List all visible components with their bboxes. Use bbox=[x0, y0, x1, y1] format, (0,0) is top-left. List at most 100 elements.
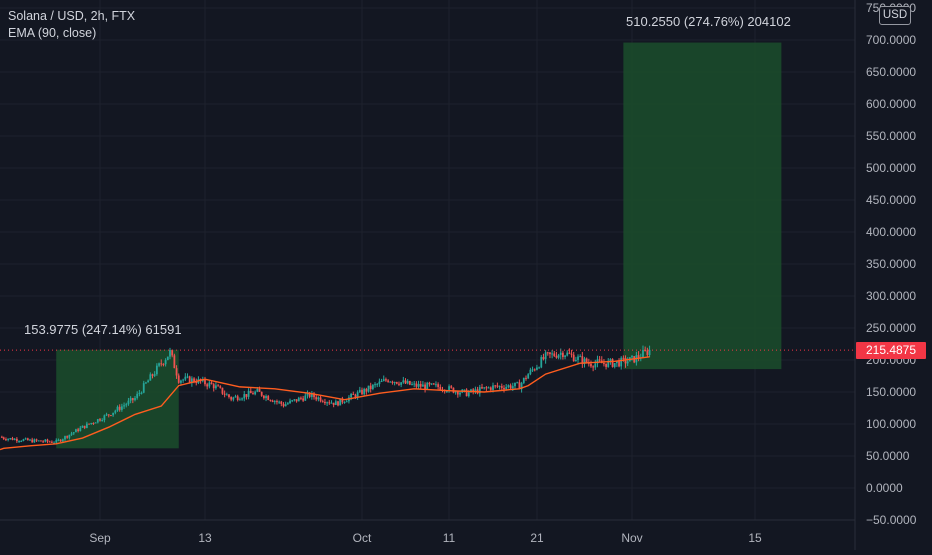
candle-body bbox=[378, 381, 381, 385]
candle-body bbox=[445, 391, 448, 393]
candle-body bbox=[511, 386, 514, 389]
candle-body bbox=[142, 383, 145, 393]
candle-body bbox=[489, 387, 492, 390]
candle-body bbox=[184, 376, 187, 380]
candle-body bbox=[432, 383, 435, 385]
currency-button[interactable]: USD bbox=[879, 6, 911, 25]
candle-body bbox=[393, 382, 396, 384]
candle-body bbox=[525, 377, 527, 379]
candle-body bbox=[345, 401, 348, 403]
candle-body bbox=[522, 377, 525, 383]
candle-body bbox=[369, 385, 372, 390]
candle-body bbox=[297, 397, 300, 402]
candle-body bbox=[262, 395, 265, 399]
candle-body bbox=[230, 397, 233, 400]
candle-body bbox=[221, 387, 224, 394]
symbol-title[interactable]: Solana / USD, 2h, FTX bbox=[8, 9, 136, 23]
candle-body bbox=[127, 400, 130, 405]
candle-body bbox=[295, 399, 298, 402]
price-axis-label: 500.0000 bbox=[866, 161, 916, 175]
candle-body bbox=[254, 391, 257, 395]
candle-body bbox=[492, 385, 494, 390]
candle-body bbox=[114, 410, 117, 413]
candle-body bbox=[485, 387, 488, 389]
candle-body bbox=[642, 350, 644, 358]
candle-body bbox=[219, 386, 222, 388]
candle-body bbox=[50, 441, 53, 443]
price-axis-label: 150.0000 bbox=[866, 385, 916, 399]
candle-body bbox=[483, 387, 486, 389]
time-axis-label: Oct bbox=[353, 531, 372, 545]
candle-body bbox=[334, 401, 337, 406]
candle-body bbox=[609, 359, 612, 361]
candle-body bbox=[470, 389, 472, 393]
candle-body bbox=[313, 393, 315, 398]
long-position-box-1[interactable] bbox=[56, 349, 179, 449]
price-axis-label: 700.0000 bbox=[866, 33, 916, 47]
candle-body bbox=[273, 401, 276, 403]
long-position-box-2[interactable] bbox=[623, 42, 782, 370]
time-axis-label: 11 bbox=[443, 531, 456, 545]
candle-body bbox=[31, 439, 34, 443]
candle-body bbox=[310, 393, 313, 397]
candle-body bbox=[149, 374, 152, 381]
candle-body bbox=[317, 397, 320, 400]
candle-body bbox=[120, 406, 123, 410]
candle-body bbox=[90, 422, 93, 425]
candle-body bbox=[162, 363, 165, 365]
candle-body bbox=[123, 405, 125, 407]
candle-body bbox=[164, 360, 167, 365]
candle-body bbox=[271, 400, 274, 402]
price-axis-label: 50.0000 bbox=[866, 449, 910, 463]
candle-body bbox=[282, 403, 285, 407]
candle-body bbox=[236, 396, 239, 400]
candle-body bbox=[300, 397, 302, 399]
candle-body bbox=[594, 363, 597, 368]
ema-line[interactable] bbox=[0, 356, 650, 451]
candle-body bbox=[304, 395, 307, 401]
candle-body bbox=[337, 401, 339, 406]
candle-body bbox=[234, 396, 237, 398]
chart-legend: Solana / USD, 2h, FTX EMA (90, close) bbox=[8, 8, 135, 42]
candle-body bbox=[225, 394, 228, 396]
candle-body bbox=[365, 388, 368, 392]
candle-body bbox=[61, 439, 64, 442]
candle-body bbox=[562, 352, 564, 357]
candle-body bbox=[37, 440, 40, 442]
candle-body bbox=[328, 402, 331, 404]
candle-body bbox=[145, 382, 147, 384]
candle-body bbox=[210, 382, 213, 385]
candle-body bbox=[153, 374, 156, 376]
candle-body bbox=[404, 380, 407, 384]
candle-body bbox=[518, 382, 521, 390]
candle-body bbox=[188, 376, 191, 384]
candle-body bbox=[278, 401, 281, 403]
candle-body bbox=[463, 389, 466, 391]
candle-body bbox=[110, 415, 112, 417]
candle-body bbox=[417, 384, 420, 387]
candle-body bbox=[140, 392, 143, 394]
candle-body bbox=[581, 356, 584, 365]
candle-body bbox=[158, 363, 160, 366]
candle-body bbox=[583, 358, 586, 365]
candle-body bbox=[603, 363, 605, 365]
candle-body bbox=[487, 387, 490, 389]
candle-body bbox=[467, 392, 470, 397]
candle-body bbox=[85, 423, 88, 428]
candle-body bbox=[474, 389, 477, 392]
candle-body bbox=[615, 361, 618, 364]
candle-body bbox=[496, 385, 499, 387]
candle-body bbox=[529, 369, 532, 375]
candle-body bbox=[9, 438, 12, 440]
indicator-title[interactable]: EMA (90, close) bbox=[8, 26, 97, 40]
price-axis-label: 300.0000 bbox=[866, 289, 916, 303]
candle-body bbox=[380, 381, 383, 383]
candle-body bbox=[175, 368, 178, 376]
candle-body bbox=[332, 402, 335, 406]
candle-body bbox=[64, 436, 66, 440]
time-axis-label: 21 bbox=[530, 531, 544, 545]
candle-body bbox=[448, 386, 450, 392]
candle-body bbox=[419, 384, 422, 387]
